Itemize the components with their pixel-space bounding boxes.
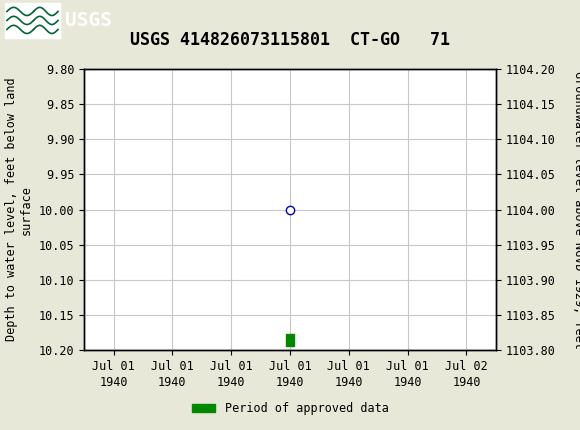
Y-axis label: Groundwater level above NGVD 1929, feet: Groundwater level above NGVD 1929, feet — [572, 71, 580, 349]
Bar — [5, 3, 60, 37]
Legend: Period of approved data: Period of approved data — [187, 397, 393, 420]
Text: USGS 414826073115801  CT-GO   71: USGS 414826073115801 CT-GO 71 — [130, 31, 450, 49]
Bar — [287, 334, 293, 346]
Text: USGS: USGS — [65, 11, 112, 30]
Y-axis label: Depth to water level, feet below land
surface: Depth to water level, feet below land su… — [5, 78, 33, 341]
